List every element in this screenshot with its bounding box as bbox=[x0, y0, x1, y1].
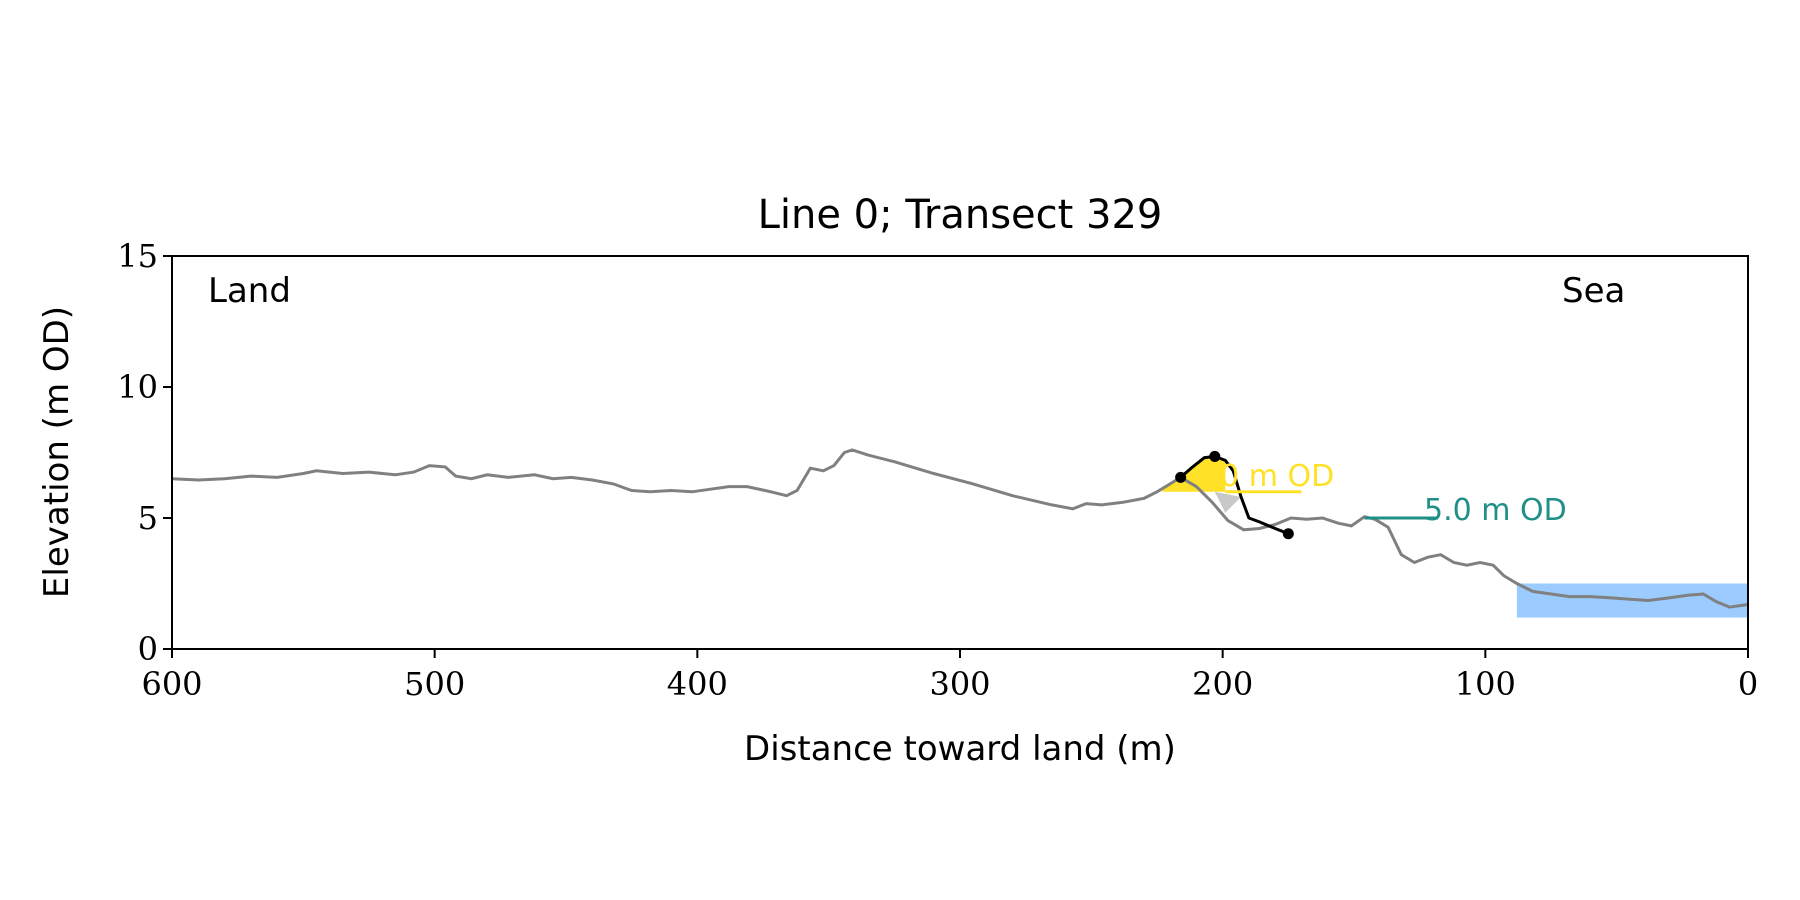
fill-grey-wedge bbox=[1214, 491, 1242, 513]
dune-marker-0 bbox=[1175, 471, 1187, 483]
axes-frame bbox=[171, 255, 1749, 650]
y-tick-label-5: 5 bbox=[138, 499, 158, 537]
x-tick-label-100: 100 bbox=[1455, 665, 1516, 703]
dune-marker-2 bbox=[1282, 528, 1294, 540]
chart-title: Line 0; Transect 329 bbox=[758, 192, 1163, 238]
profile-line bbox=[172, 448, 1748, 609]
x-tick-label-500: 500 bbox=[404, 665, 465, 703]
dune-highlight-line bbox=[1179, 454, 1289, 536]
od6-label: 6.0 m OD bbox=[1191, 459, 1334, 494]
x-tick-label-600: 600 bbox=[141, 665, 202, 703]
y-axis-label: Elevation (m OD) bbox=[37, 306, 77, 598]
land-label: Land bbox=[208, 271, 291, 311]
y-tick-label-15: 15 bbox=[117, 237, 158, 275]
fill-above-6m bbox=[1162, 456, 1226, 492]
y-axis-ticks: 0 5 10 15 bbox=[117, 237, 172, 668]
plot-area: 6.0 m OD5.0 m ODMHWS bbox=[172, 448, 1748, 618]
dune-marker-1 bbox=[1209, 450, 1221, 462]
x-axis-ticks: 600 500 400 300 200 100 0 bbox=[141, 649, 1758, 703]
y-tick-label-10: 10 bbox=[117, 368, 158, 406]
x-tick-label-400: 400 bbox=[667, 665, 728, 703]
x-tick-label-300: 300 bbox=[929, 665, 990, 703]
y-tick-label-0: 0 bbox=[138, 630, 158, 668]
od5-label: 5.0 m OD bbox=[1424, 493, 1567, 528]
x-tick-label-0: 0 bbox=[1738, 665, 1758, 703]
sea-label: Sea bbox=[1562, 271, 1625, 311]
clipped-marks bbox=[172, 448, 1748, 618]
x-axis-label: Distance toward land (m) bbox=[744, 729, 1176, 769]
x-tick-label-200: 200 bbox=[1192, 665, 1253, 703]
